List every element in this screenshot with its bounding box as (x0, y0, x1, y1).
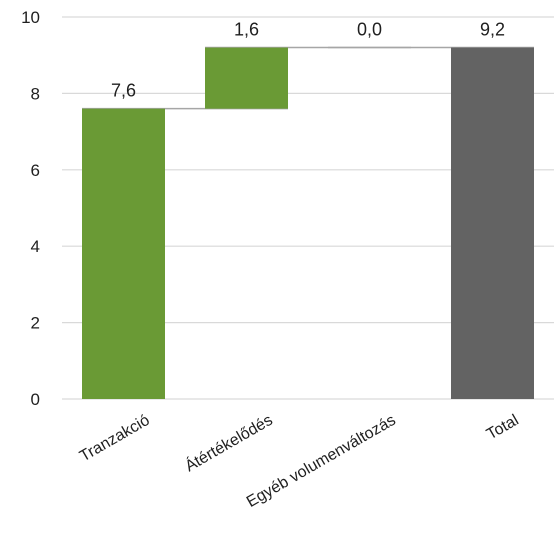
y-tick-label: 2 (31, 314, 40, 333)
category-label: Átértékelődés (181, 410, 275, 475)
category-label: Tranzakció (77, 412, 153, 466)
bar (451, 47, 534, 400)
data-label: 9,2 (480, 20, 505, 40)
bar (205, 47, 288, 109)
y-tick-label: 0 (31, 390, 40, 409)
bars (82, 47, 534, 400)
category-label: Total (484, 412, 522, 444)
y-tick-label: 8 (31, 84, 40, 103)
data-label: 1,6 (234, 20, 259, 40)
y-tick-label: 4 (31, 237, 40, 256)
data-labels: 7,6 1,6 0,0 9,2 (111, 20, 505, 101)
y-tick-label: 6 (31, 161, 40, 180)
data-label: 0,0 (357, 20, 382, 40)
y-axis-tick-labels: 0 2 4 6 8 10 (21, 8, 40, 409)
bar (82, 108, 165, 400)
y-tick-label: 10 (21, 8, 40, 27)
data-label: 7,6 (111, 81, 136, 101)
